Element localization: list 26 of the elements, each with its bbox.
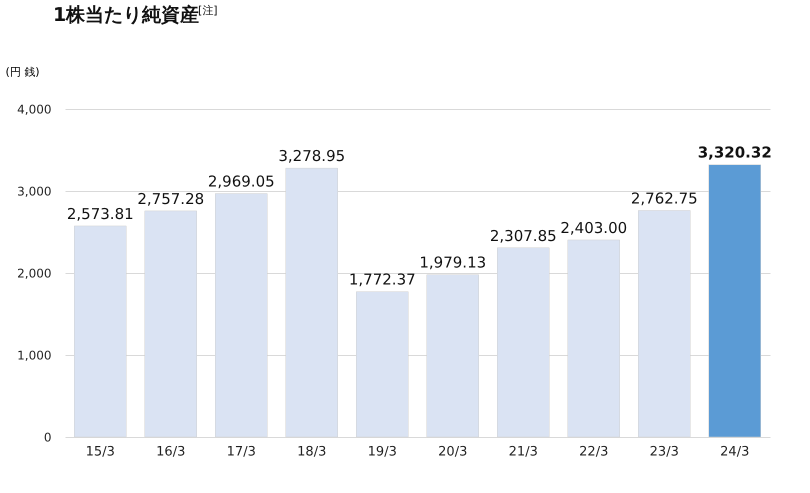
data-label: 1,772.37 <box>348 270 416 289</box>
y-tick-label: 3,000 <box>17 184 52 198</box>
data-label: 2,969.05 <box>208 172 275 191</box>
x-tick-label: 20/3 <box>438 444 468 460</box>
data-label: 2,307.85 <box>490 226 557 245</box>
data-label: 2,403.00 <box>560 218 628 237</box>
x-tick-label: 22/3 <box>579 444 608 460</box>
y-tick-label: 0 <box>44 430 52 444</box>
data-label: 3,278.95 <box>278 147 346 166</box>
data-label: 2,573.81 <box>66 204 134 223</box>
x-tick-label: 23/3 <box>650 444 679 460</box>
data-label: 3,320.32 <box>698 144 772 162</box>
x-tick-label: 15/3 <box>86 444 115 460</box>
y-tick-label: 1,000 <box>17 348 52 362</box>
y-axis-title: (円 銭) <box>6 66 40 78</box>
data-label: 1,979.13 <box>419 254 486 272</box>
y-tick-label: 4,000 <box>17 102 52 116</box>
x-tick-label: 16/3 <box>156 444 186 460</box>
data-label: 2,762.75 <box>630 189 698 208</box>
y-tick-label: 2,000 <box>17 266 52 280</box>
data-label: 2,757.28 <box>137 190 204 208</box>
x-tick-label: 19/3 <box>368 444 397 460</box>
x-tick-label: 18/3 <box>297 444 326 460</box>
x-tick-label: 17/3 <box>226 444 256 460</box>
x-tick-label: 21/3 <box>508 444 538 460</box>
x-tick-label: 24/3 <box>720 444 750 460</box>
